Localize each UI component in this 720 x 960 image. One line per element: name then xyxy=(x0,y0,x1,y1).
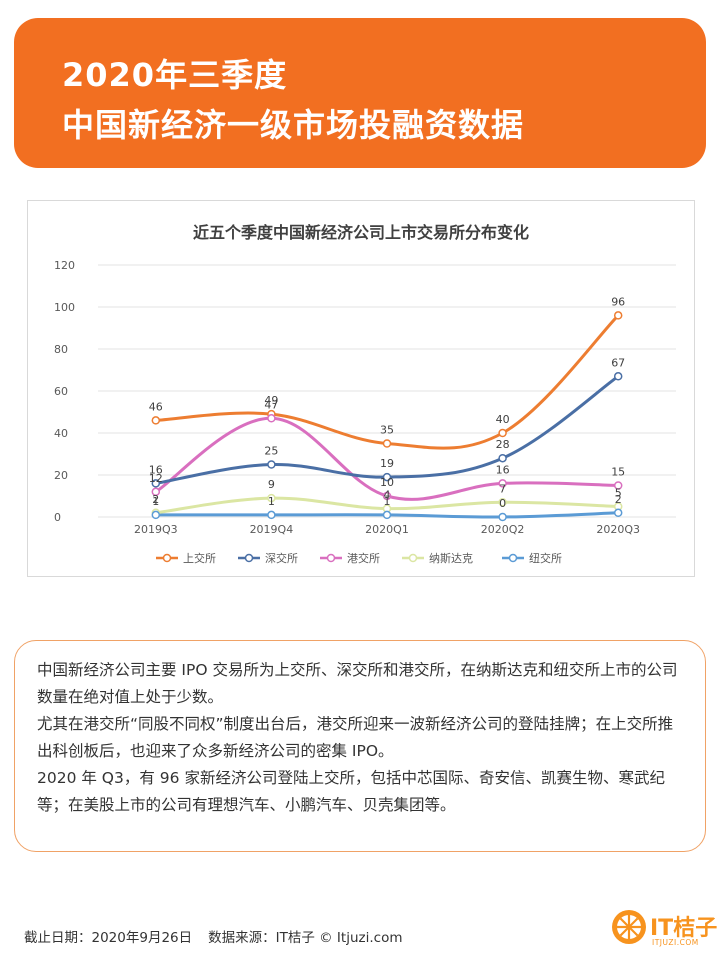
header-title-line2: 中国新经济一级市场投融资数据 xyxy=(62,106,525,144)
logo-name: IT桔子 xyxy=(650,916,718,941)
data-point xyxy=(498,479,507,488)
data-label: 2 xyxy=(152,493,159,506)
legend-swatch-marker xyxy=(326,553,336,563)
data-point xyxy=(267,414,276,423)
data-label: 15 xyxy=(611,466,625,479)
legend-label: 上交所 xyxy=(183,551,216,565)
footer-date: 截止日期：2020年9月26日 xyxy=(24,930,193,946)
summary-paragraph-3: 2020 年 Q3，有 96 家新经济公司登陆上交所，包括中芯国际、奇安信、凯赛… xyxy=(37,769,665,814)
legend-label: 纳斯达克 xyxy=(429,552,473,565)
data-point xyxy=(151,510,161,520)
series-line xyxy=(154,416,619,501)
footer: 截止日期：2020年9月26日 数据来源：IT桔子 © Itjuzi.com xyxy=(24,926,402,946)
data-label: 1 xyxy=(152,495,159,508)
summary-box: 中国新经济公司主要 IPO 交易所为上交所、深交所和港交所，在纳斯达克和纽交所上… xyxy=(14,640,706,852)
data-label: 46 xyxy=(149,400,163,413)
data-point xyxy=(151,487,161,497)
y-tick-label: 60 xyxy=(54,385,68,398)
x-tick-label: 2020Q1 xyxy=(365,523,409,536)
data-label: 10 xyxy=(380,476,394,489)
data-point xyxy=(151,416,161,425)
data-point xyxy=(613,311,623,320)
footer-source: 数据来源：IT桔子 © Itjuzi.com xyxy=(208,930,403,946)
data-label: 12 xyxy=(149,472,163,485)
legend-swatch-marker xyxy=(244,553,254,563)
data-label: 35 xyxy=(380,424,394,437)
data-label: 5 xyxy=(615,487,622,500)
x-tick-label: 2020Q3 xyxy=(596,523,640,536)
data-point xyxy=(267,460,276,469)
line-chart: 近五个季度中国新经济公司上市交易所分布变化0204060801001202019… xyxy=(54,223,676,565)
data-label: 2 xyxy=(615,493,622,506)
data-label: 49 xyxy=(264,394,278,407)
data-label: 7 xyxy=(499,482,506,495)
data-point xyxy=(382,510,392,520)
data-point xyxy=(613,372,623,381)
data-label: 9 xyxy=(268,478,275,491)
data-point xyxy=(382,491,392,501)
logo-subtitle: ITJUZI.COM xyxy=(652,938,699,947)
orange-slice-icon xyxy=(612,910,646,944)
data-label: 1 xyxy=(268,495,275,508)
data-label: 67 xyxy=(611,356,625,369)
header-title-line1: 2020年三季度 xyxy=(62,56,288,94)
y-tick-label: 20 xyxy=(54,469,68,482)
legend-label: 港交所 xyxy=(347,551,380,565)
data-label: 0 xyxy=(499,497,506,510)
data-label: 96 xyxy=(611,295,625,308)
legend-swatch-marker xyxy=(408,553,418,563)
legend-label: 纽交所 xyxy=(529,551,562,565)
data-label: 4 xyxy=(384,489,391,502)
legend-label: 深交所 xyxy=(265,551,298,565)
data-point xyxy=(151,479,161,488)
data-point xyxy=(267,510,276,520)
summary-paragraph-1: 中国新经济公司主要 IPO 交易所为上交所、深交所和港交所，在纳斯达克和纽交所上… xyxy=(37,661,678,706)
data-point xyxy=(498,453,507,463)
data-label: 1 xyxy=(384,495,391,508)
data-point xyxy=(382,472,392,482)
data-label: 19 xyxy=(380,457,394,470)
summary-paragraph-2: 尤其在港交所“同股不同权”制度出台后，港交所迎来一波新经济公司的登陆挂牌；在上交… xyxy=(37,715,674,760)
data-point xyxy=(498,498,507,507)
y-tick-label: 80 xyxy=(54,343,68,356)
data-label: 25 xyxy=(264,445,278,458)
brand-logo: IT桔子 ITJUZI.COM xyxy=(612,908,717,952)
y-tick-label: 100 xyxy=(54,301,75,314)
data-point xyxy=(267,493,276,503)
data-point xyxy=(498,512,507,522)
data-point xyxy=(498,428,507,438)
data-point xyxy=(382,439,392,448)
legend-swatch-marker xyxy=(508,553,518,563)
y-tick-label: 40 xyxy=(54,427,68,440)
data-point xyxy=(613,508,623,518)
chart-title: 近五个季度中国新经济公司上市交易所分布变化 xyxy=(193,223,529,242)
x-tick-label: 2019Q3 xyxy=(134,523,178,536)
legend-swatch-marker xyxy=(162,553,172,563)
data-point xyxy=(613,481,623,490)
header-banner: 2020年三季度 中国新经济一级市场投融资数据 xyxy=(14,18,706,168)
y-tick-label: 120 xyxy=(54,259,75,272)
x-tick-label: 2019Q4 xyxy=(250,523,294,536)
data-label: 47 xyxy=(264,398,278,411)
y-tick-label: 0 xyxy=(54,511,61,524)
chart-container: 近五个季度中国新经济公司上市交易所分布变化 0 20 40 60 80 100 120 2019… xyxy=(27,200,695,577)
data-label: 16 xyxy=(149,463,163,476)
data-label: 28 xyxy=(496,438,510,451)
x-tick-label: 2020Q2 xyxy=(481,523,525,536)
data-label: 40 xyxy=(496,413,510,426)
data-label: 16 xyxy=(496,463,510,476)
